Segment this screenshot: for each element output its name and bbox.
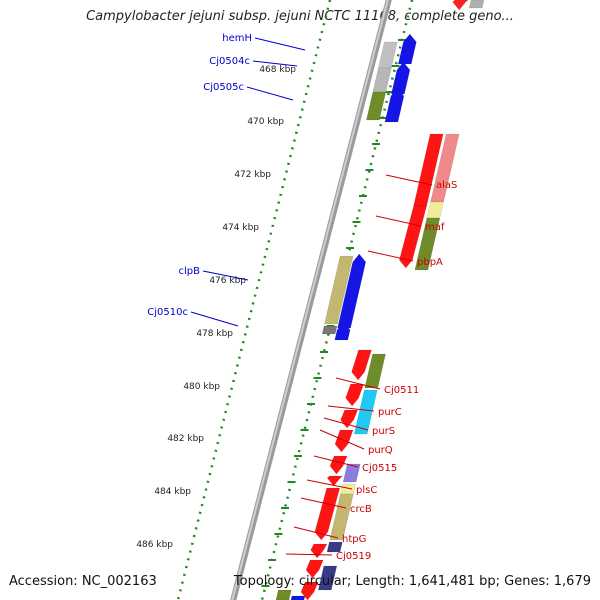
leader-line bbox=[306, 479, 353, 490]
scale-label: 486 kbp bbox=[136, 540, 173, 550]
gene-label-Cj0511: Cj0511 bbox=[384, 385, 419, 396]
gene-label-Cj0504c: Cj0504c bbox=[209, 56, 250, 67]
marker-grey bbox=[378, 41, 398, 69]
marker-cyan bbox=[353, 389, 378, 435]
scale-label: 476 kbp bbox=[209, 276, 246, 286]
scale-label: 482 kbp bbox=[167, 434, 204, 444]
gene-label-pbpA: pbpA bbox=[417, 257, 443, 268]
gene-label-Cj0505c: Cj0505c bbox=[203, 82, 244, 93]
gene-label-purS: purS bbox=[372, 426, 395, 437]
scale-label: 474 kbp bbox=[222, 223, 259, 233]
marker-navy bbox=[326, 541, 343, 553]
leader-line bbox=[335, 377, 381, 390]
map-title: Campylobacter jejuni subsp. jejuni NCTC … bbox=[86, 9, 514, 24]
leader-line bbox=[367, 250, 414, 262]
leader-line bbox=[375, 215, 422, 227]
marker-top-grey bbox=[468, 0, 485, 9]
leader-line bbox=[246, 86, 294, 101]
gene-top-red bbox=[452, 0, 469, 11]
gene-label-alaS: alaS bbox=[436, 180, 457, 191]
gene-clpB bbox=[337, 253, 367, 329]
scale-labels: 468 kbp 470 kbp 472 kbp 474 kbp 476 kbp 478 k… bbox=[136, 65, 296, 550]
gene-bottom-blue bbox=[290, 595, 306, 600]
gene-label-Cj0515: Cj0515 bbox=[362, 463, 397, 474]
genome-backbone bbox=[230, 0, 392, 600]
leader-line bbox=[319, 429, 365, 450]
leader-line bbox=[252, 60, 298, 67]
gene-Cj0504c bbox=[391, 61, 411, 95]
leader-line bbox=[202, 270, 249, 281]
scale-label: 468 kbp bbox=[259, 65, 296, 75]
scale-label: 484 kbp bbox=[154, 487, 191, 497]
feature-layer bbox=[275, 0, 485, 600]
marker-tan bbox=[324, 255, 354, 325]
leader-line bbox=[385, 174, 433, 186]
gene-bottom-red bbox=[300, 581, 319, 600]
gene-label-crcB: crcB bbox=[350, 504, 372, 515]
scale-label: 472 kbp bbox=[234, 170, 271, 180]
gene-purQ bbox=[334, 429, 354, 453]
gene-plsC bbox=[326, 475, 344, 487]
gene-label-purC: purC bbox=[378, 407, 402, 418]
gene-Cj0519 bbox=[310, 543, 328, 559]
marker-grey-3 bbox=[321, 325, 338, 335]
marker-purple bbox=[342, 463, 361, 483]
gene-lower-red bbox=[305, 559, 324, 579]
gene-maf bbox=[399, 205, 427, 269]
gene-label-Cj0519: Cj0519 bbox=[336, 551, 371, 562]
leader-line bbox=[300, 497, 347, 509]
gene-label-purQ: purQ bbox=[368, 445, 393, 456]
gene-Cj0515 bbox=[329, 455, 348, 475]
leader-line bbox=[293, 526, 339, 539]
leader-line bbox=[313, 455, 359, 468]
gene-label-maf: maf bbox=[425, 222, 445, 233]
gene-label-hemH: hemH bbox=[222, 33, 252, 44]
gene-purC bbox=[345, 383, 365, 407]
marker-tan-2 bbox=[329, 493, 354, 541]
leader-line bbox=[327, 405, 375, 412]
accession-label: Accession: NC_002163 bbox=[9, 574, 157, 589]
marker-yellow bbox=[426, 201, 444, 219]
marker-olive bbox=[366, 91, 387, 121]
marker-bottom-olive bbox=[275, 589, 292, 600]
gene-Cj0510c bbox=[334, 321, 351, 341]
gene-label-Cj0510c: Cj0510c bbox=[147, 307, 188, 318]
marker-grey-2 bbox=[372, 67, 392, 93]
leader-line bbox=[190, 311, 239, 327]
gene-label-clpB: clpB bbox=[179, 266, 201, 277]
marker-yellow-2 bbox=[340, 483, 356, 495]
gene-htpG bbox=[314, 487, 341, 541]
scale-label: 470 kbp bbox=[247, 117, 284, 127]
leader-line bbox=[285, 553, 333, 556]
backbone-highlight bbox=[231, 0, 389, 600]
gene-label-htpG: htpG bbox=[342, 534, 366, 545]
leader-line bbox=[254, 37, 306, 51]
gene-Cj0511 bbox=[351, 349, 372, 381]
leader-line bbox=[323, 417, 369, 431]
marker-olive-2 bbox=[414, 217, 441, 271]
scale-label: 478 kbp bbox=[196, 329, 233, 339]
marker-navy-2 bbox=[317, 565, 338, 591]
gene-Cj0505c bbox=[384, 87, 405, 123]
topology-label: Topology: circular; Length: 1,641,481 bp… bbox=[233, 574, 591, 589]
gene-labels: hemH Cj0504c Cj0505c clpB Cj0510c alaS maf pbpA… bbox=[147, 33, 457, 562]
scale-label: 480 kbp bbox=[183, 382, 220, 392]
gene-hemH bbox=[397, 33, 417, 65]
gene-label-plsC: plsC bbox=[356, 485, 377, 496]
